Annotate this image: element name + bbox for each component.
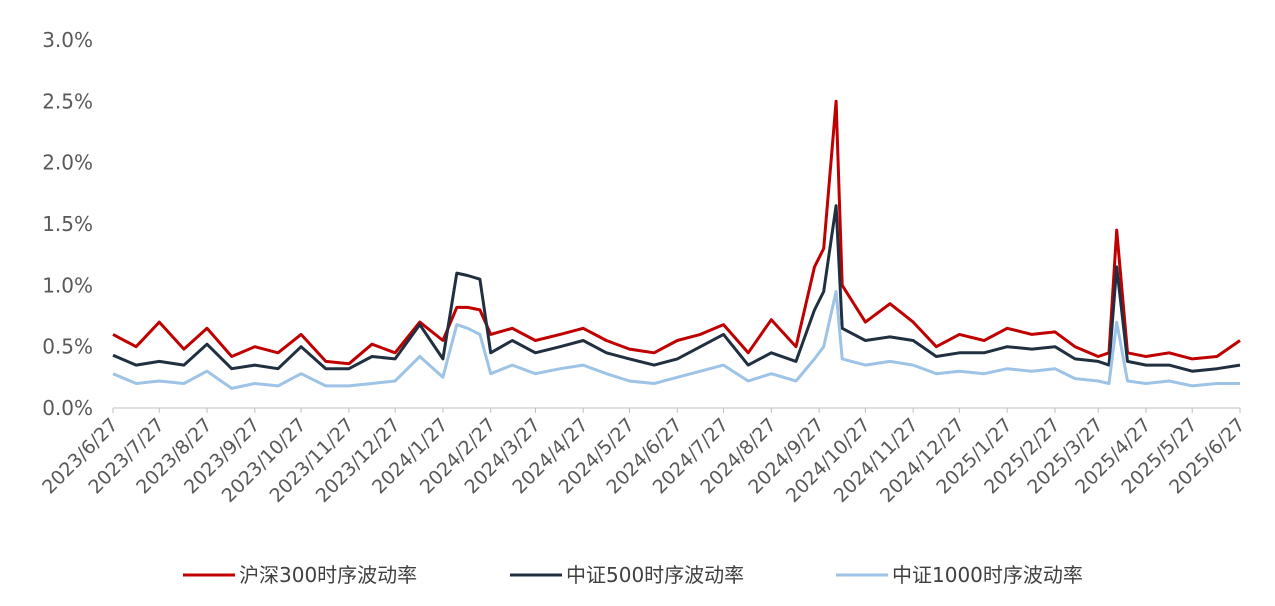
y-tick-label: 1.5% (42, 212, 93, 236)
y-tick-label: 0.5% (42, 335, 93, 359)
legend-label-1: 沪深300时序波动率 (239, 563, 417, 587)
x-axis-tick-labels: 2023/6/272023/7/272023/8/272023/9/272023… (38, 408, 1250, 507)
series-line-1 (112, 99, 1241, 366)
y-tick-label: 0.0% (42, 396, 93, 420)
legend-label-3: 中证1000时序波动率 (892, 563, 1083, 587)
legend: 沪深300时序波动率 中证500时序波动率 中证1000时序波动率 (183, 563, 1083, 587)
y-tick-label: 1.0% (42, 273, 93, 297)
y-tick-label: 2.5% (42, 89, 93, 113)
y-tick-label: 2.0% (42, 151, 93, 175)
series-lines (112, 99, 1241, 390)
series-line-2 (112, 204, 1241, 373)
legend-label-2: 中证500时序波动率 (566, 563, 744, 587)
series-line-3 (112, 290, 1240, 390)
y-axis-tick-labels: 0.0% 0.5% 1.0% 1.5% 2.0% 2.5% 3.0% (42, 28, 93, 420)
y-tick-label: 3.0% (42, 28, 93, 52)
